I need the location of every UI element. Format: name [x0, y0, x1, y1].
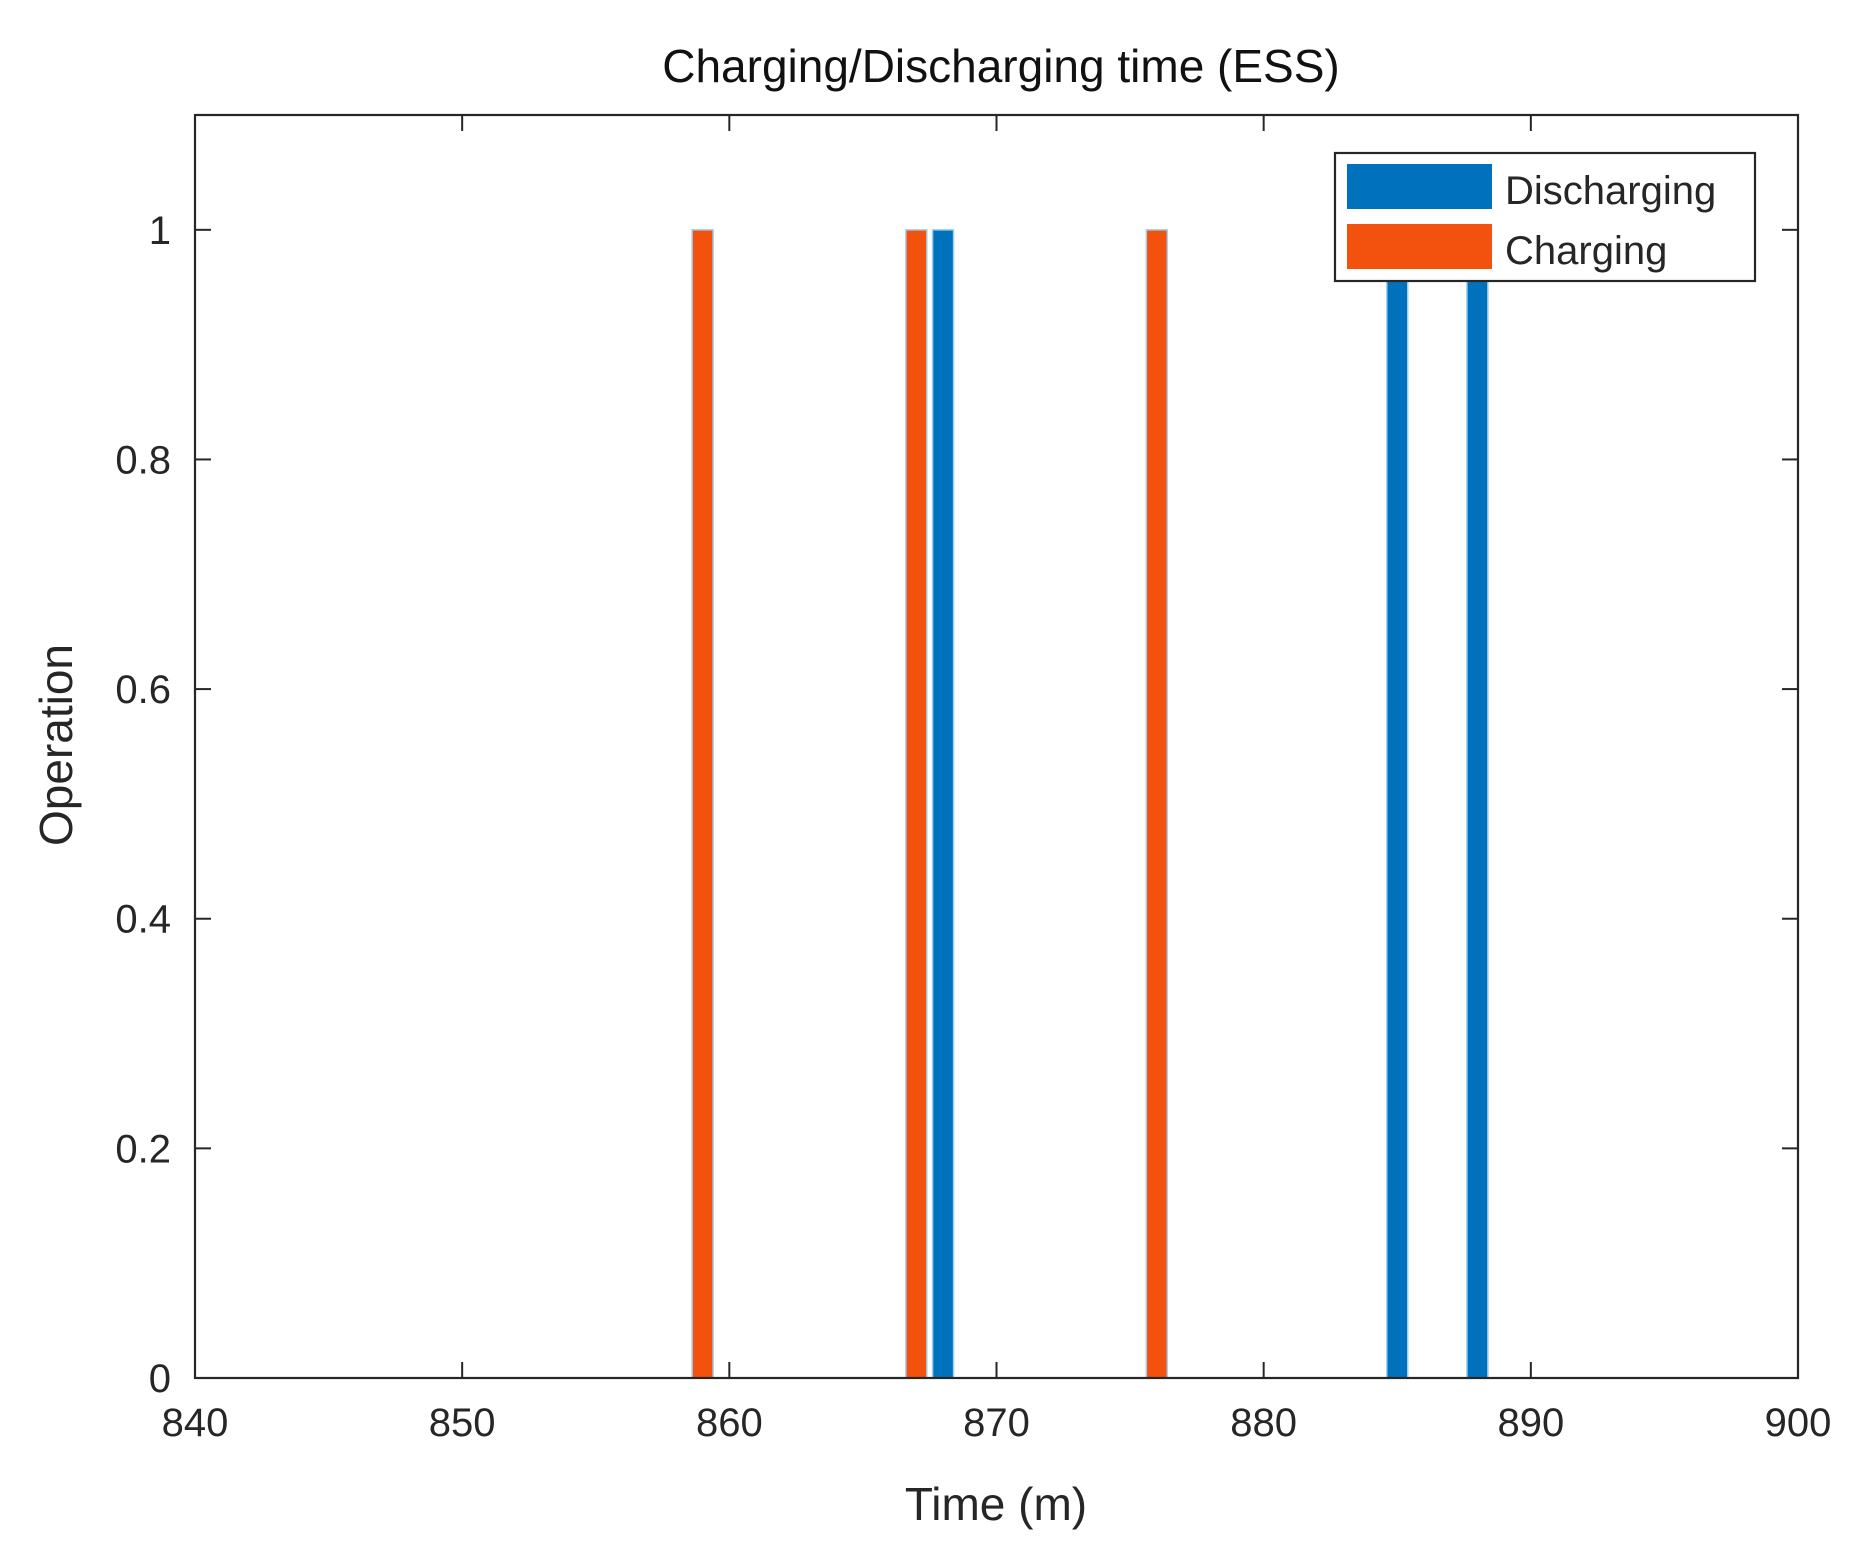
- bar-charging-0: [691, 229, 714, 1379]
- x-tick-label: 890: [1497, 1401, 1564, 1445]
- y-axis-label: Operation: [30, 644, 82, 846]
- x-axis-label: Time (m): [905, 1478, 1087, 1530]
- bars-layer: [691, 229, 1489, 1379]
- x-tick-label: 840: [162, 1401, 229, 1445]
- plot-area-frame: [193, 113, 1800, 1380]
- bar-discharging-2: [1466, 229, 1489, 1379]
- bar-discharging-0: [931, 229, 955, 1379]
- legend-swatch-charging: [1347, 224, 1492, 269]
- legend-swatch-discharging: [1347, 164, 1492, 209]
- y-tick-label: 0.8: [115, 438, 171, 482]
- x-tick-label: 880: [1230, 1401, 1297, 1445]
- x-tick-label: 860: [696, 1401, 763, 1445]
- bar-discharging-1: [1386, 229, 1409, 1379]
- y-tick-label: 0.4: [115, 898, 171, 942]
- x-tick-label: 850: [429, 1401, 496, 1445]
- x-tick-label: 900: [1765, 1401, 1832, 1445]
- chart-title: Charging/Discharging time (ESS): [662, 40, 1340, 92]
- x-tick-label: 870: [963, 1401, 1030, 1445]
- legend-label-discharging: Discharging: [1505, 169, 1716, 213]
- bar-charging-2: [1145, 229, 1169, 1379]
- ticks-layer: [194, 115, 1799, 1379]
- bar-charging-1: [905, 229, 928, 1379]
- legend-label-charging: Charging: [1505, 229, 1667, 273]
- y-tick-label: 0.6: [115, 668, 171, 712]
- y-tick-label: 0.2: [115, 1127, 171, 1171]
- y-tick-label: 0: [149, 1357, 171, 1401]
- tick-labels-layer: 840 850 860 870 880 890 900 0 0.2 0.4 0.6 0.8 1: [115, 209, 1831, 1445]
- legend: Discharging Charging: [1333, 151, 1757, 283]
- y-tick-label: 1: [149, 209, 171, 253]
